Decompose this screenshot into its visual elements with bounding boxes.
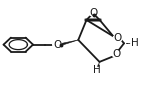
Ellipse shape [131,40,140,46]
Text: O: O [113,33,122,43]
Ellipse shape [112,51,121,57]
Ellipse shape [113,35,122,42]
Text: H: H [93,65,101,75]
Polygon shape [60,40,78,45]
Ellipse shape [93,67,102,73]
Text: O: O [89,8,97,18]
Ellipse shape [53,41,61,48]
Text: O: O [53,40,61,50]
Text: O: O [112,49,121,59]
Text: H: H [131,38,139,48]
Ellipse shape [89,10,97,16]
